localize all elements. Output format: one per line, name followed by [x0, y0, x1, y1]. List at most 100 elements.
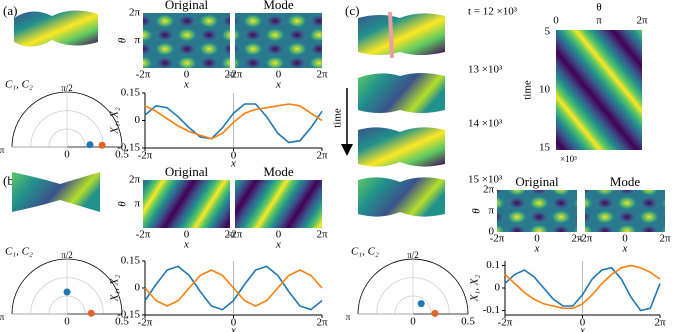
y-tick-label: 0.15 — [121, 255, 141, 267]
axis-label: θ — [117, 201, 129, 207]
y-axis-label: X₁, X₂ — [469, 275, 481, 303]
r-tick-label: 0 — [64, 149, 70, 161]
tick-label: 15 — [539, 142, 551, 154]
panel-label: (a) — [3, 3, 17, 18]
spacetime-heatmap — [556, 30, 642, 150]
theta-tick-label: π — [0, 145, 5, 155]
tick-label: π — [488, 205, 494, 217]
heatmap-title: Mode — [610, 174, 641, 189]
line-series — [144, 269, 323, 307]
heatmap — [235, 13, 322, 68]
point — [98, 141, 106, 149]
heatmap-title: Original — [515, 174, 559, 189]
torus — [14, 10, 98, 47]
y-tick-label: 0 — [135, 282, 141, 294]
x-tick-label: 0 — [231, 317, 237, 329]
tick-label: 2π — [483, 184, 495, 196]
x-axis-label: x — [230, 325, 236, 332]
tick-label: 2π — [316, 69, 328, 81]
x-tick-label: 0 — [231, 150, 237, 162]
heatmap — [143, 13, 230, 68]
heatmap — [235, 180, 322, 228]
r-tick-label: 0.5 — [461, 316, 475, 328]
heatmap-title: Original — [165, 164, 209, 179]
r-tick-label: 0 — [64, 316, 70, 328]
theta-tick-label: π/2 — [407, 250, 419, 260]
line-series — [144, 103, 323, 144]
heatmap — [143, 180, 230, 228]
tick-label: 0 — [184, 229, 190, 241]
torus — [12, 172, 100, 212]
tick-label: -2π — [136, 229, 151, 241]
tick-label: π — [134, 198, 140, 210]
tick-label: 0 — [276, 69, 282, 81]
axis-label: x — [183, 239, 189, 251]
panel-label: (c) — [345, 3, 359, 18]
torus — [358, 73, 445, 113]
axis-label: θ — [471, 208, 483, 214]
snapshot-label: 15 ×10³ — [468, 174, 503, 186]
x-tick-label: -2π — [138, 317, 153, 329]
theta-tick-label: π — [0, 312, 5, 322]
r-tick-label: 0.5 — [115, 149, 129, 161]
point — [86, 141, 94, 149]
snapshot-label: 14 ×10³ — [468, 118, 503, 130]
y-tick-label: 0 — [135, 114, 141, 126]
line-series — [504, 266, 661, 312]
point — [417, 300, 425, 308]
axis-label: time — [522, 80, 534, 100]
tick-label: 0 — [534, 233, 540, 245]
heatmap-title: Original — [165, 0, 209, 12]
point — [431, 309, 439, 317]
axis-label: x — [275, 239, 281, 251]
x-tick-label: 2π — [316, 150, 328, 162]
tick-label: 2π — [129, 7, 141, 19]
tick-label: 2π — [659, 233, 671, 245]
x-tick-label: 2π — [654, 317, 666, 329]
y-axis-label: X₁, X₂ — [109, 107, 121, 135]
torus — [358, 13, 445, 55]
theta-tick-label: π — [346, 312, 351, 322]
y-tick-label: -0.1 — [483, 304, 500, 316]
tick-label: 0 — [622, 233, 628, 245]
polar-label: C₁, C₂ — [351, 246, 379, 258]
theta-tick-label: π/2 — [61, 83, 73, 93]
axis-label: θ — [117, 37, 129, 43]
y-tick-label: -0.15 — [117, 309, 140, 321]
r-tick-label: 0 — [410, 316, 416, 328]
snapshot-label: t = 12 ×10³ — [468, 6, 518, 18]
x-axis-label: x — [230, 158, 236, 170]
line-series — [144, 103, 323, 140]
tick-label: -2π — [490, 233, 505, 245]
axis-label: x — [183, 79, 189, 91]
x-tick-label: 0 — [580, 317, 586, 329]
axis-label: x — [622, 243, 628, 255]
tick-label: 2π — [224, 69, 236, 81]
polar-label: C₁, C₂ — [5, 79, 33, 91]
x-tick-label: -2π — [138, 150, 153, 162]
r-tick-label: 0.5 — [115, 316, 129, 328]
point — [87, 309, 95, 317]
y-tick-label: -0.15 — [117, 142, 140, 154]
tick-label: 2π — [129, 174, 141, 186]
axis-label: x — [275, 79, 281, 91]
tick-label: -2π — [136, 69, 151, 81]
ring — [388, 11, 394, 59]
tick-label: 2π — [316, 229, 328, 241]
tick-label: 5 — [545, 26, 551, 38]
snapshot-label: 13 ×10³ — [468, 64, 503, 76]
tick-label: -2π — [228, 69, 243, 81]
tick-label: 0 — [489, 226, 495, 238]
tick-label: -2π — [228, 229, 243, 241]
line-series — [504, 264, 661, 310]
tick-label: 10 — [539, 84, 551, 96]
y-axis-label: X₁, X₂ — [109, 275, 121, 303]
y-tick-label: 0.1 — [486, 259, 500, 271]
x-tick-label: 2π — [316, 317, 328, 329]
y-tick-label: 0 — [495, 282, 501, 294]
theta-tick-label: π/2 — [61, 250, 73, 260]
y-tick-label: 0.15 — [121, 87, 141, 99]
x-axis-label: x — [579, 325, 585, 332]
tick-label: 2π — [636, 15, 648, 27]
tick-label: 0 — [276, 229, 282, 241]
